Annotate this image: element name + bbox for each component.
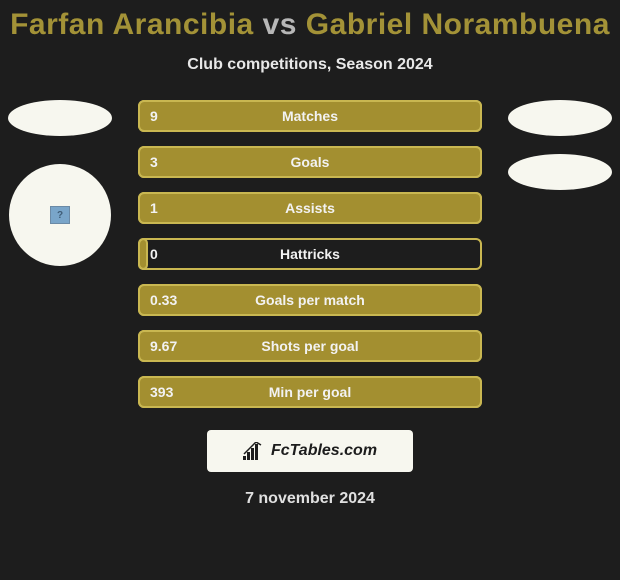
stat-label: Hattricks <box>138 246 482 262</box>
fctables-icon <box>243 442 265 460</box>
right-badges <box>508 100 612 190</box>
stat-value: 9.67 <box>150 338 177 354</box>
stat-bar-fill <box>138 376 482 408</box>
stat-bar: 3Goals <box>138 146 482 178</box>
logo-text: FcTables.com <box>271 442 377 460</box>
date-label: 7 november 2024 <box>0 490 620 508</box>
stat-bar: 0.33Goals per match <box>138 284 482 316</box>
content-area: ? 9Matches 3Goals 1Assists 0Hattricks 0.33Go… <box>0 100 620 408</box>
badge-oval <box>8 100 112 136</box>
stat-value: 1 <box>150 200 158 216</box>
stat-bar: 1Assists <box>138 192 482 224</box>
stat-bar-outline <box>138 238 482 270</box>
badge-oval <box>508 154 612 190</box>
stat-bar-fill <box>138 330 482 362</box>
subtitle: Club competitions, Season 2024 <box>0 56 620 74</box>
avatar: ? <box>9 164 111 266</box>
stat-bar-fill <box>138 238 148 270</box>
stats-bars: 9Matches 3Goals 1Assists 0Hattricks 0.33Goal… <box>138 100 482 408</box>
avatar-placeholder-icon: ? <box>50 206 70 224</box>
stat-bar-fill <box>138 100 482 132</box>
left-badges: ? <box>8 100 112 266</box>
stat-value: 0.33 <box>150 292 177 308</box>
player2-name: Gabriel Norambuena <box>306 8 610 41</box>
page-title: Farfan Arancibia vs Gabriel Norambuena <box>0 0 620 42</box>
stat-value: 9 <box>150 108 158 124</box>
stat-bar-fill <box>138 284 482 316</box>
stat-bar: 0Hattricks <box>138 238 482 270</box>
vs-label: vs <box>263 8 297 41</box>
stat-value: 0 <box>150 246 158 262</box>
stat-value: 393 <box>150 384 173 400</box>
stat-bar: 393Min per goal <box>138 376 482 408</box>
stat-value: 3 <box>150 154 158 170</box>
player1-name: Farfan Arancibia <box>10 8 254 41</box>
logo-box: FcTables.com <box>207 430 413 472</box>
badge-oval <box>508 100 612 136</box>
stat-bar: 9Matches <box>138 100 482 132</box>
stat-bar-fill <box>138 192 482 224</box>
stat-bar-fill <box>138 146 482 178</box>
stat-bar: 9.67Shots per goal <box>138 330 482 362</box>
